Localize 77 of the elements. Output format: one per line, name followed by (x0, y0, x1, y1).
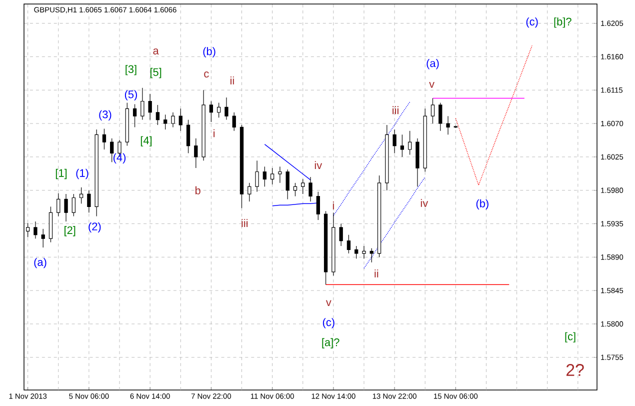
candlestick (362, 246, 366, 259)
annotation: (a) (426, 59, 439, 70)
annotation: ii (230, 76, 234, 84)
annotation: v (429, 82, 434, 88)
candlestick (346, 234, 351, 254)
candlestick (408, 130, 412, 155)
candlestick (392, 129, 396, 154)
candlestick (354, 246, 358, 259)
candlestick (171, 112, 175, 128)
annotation: (b) (476, 199, 488, 210)
candlestick (164, 114, 168, 130)
annotation: iv (420, 198, 428, 207)
candlestick (293, 182, 298, 197)
candlestick (286, 169, 290, 200)
candlestick (255, 160, 259, 192)
candlestick (232, 112, 236, 132)
annotation: i (214, 129, 215, 138)
annotation: (b) (203, 47, 216, 58)
candlestick (110, 138, 114, 162)
annotation: ii (374, 269, 378, 278)
candlestick (339, 223, 343, 246)
candlestick (34, 221, 38, 239)
annotation: iv (314, 161, 322, 170)
annotation: v (326, 300, 332, 306)
candlestick (178, 108, 182, 132)
candlestick (64, 194, 68, 222)
candlestick (87, 190, 91, 213)
annotation: [1] (56, 168, 67, 180)
annotation: 2? (566, 364, 584, 376)
annotation: i (332, 201, 334, 210)
annotation: (5) (124, 90, 137, 100)
candlestick (278, 166, 282, 184)
annotation: [3] (126, 64, 136, 76)
candlestick (56, 192, 60, 217)
annotation: b (195, 186, 200, 194)
annotation: [2] (64, 226, 76, 236)
annotation: (3) (99, 110, 112, 120)
annotation: (1) (76, 168, 88, 180)
candlestick (262, 166, 266, 187)
candlestick (26, 222, 30, 238)
annotation: (c) (322, 318, 334, 328)
annotation: iii (242, 219, 248, 227)
candlestick (102, 128, 106, 150)
annotation: (c) (526, 17, 538, 28)
annotation: [4] (140, 136, 152, 146)
candlestick (41, 228, 45, 248)
candlestick (72, 194, 76, 217)
candlestick (148, 94, 152, 120)
candlestick (430, 98, 435, 124)
candlestick (308, 176, 312, 202)
annotation: (4) (113, 153, 126, 164)
candlestick (217, 102, 221, 118)
candlestick (270, 168, 274, 185)
candlestick (446, 116, 450, 135)
annotation: [c] (565, 332, 576, 342)
candlestick (400, 134, 404, 158)
line-series (333, 102, 410, 216)
annotation: (a) (34, 258, 46, 268)
candlestick (79, 187, 84, 204)
candlestick (224, 97, 228, 120)
candlestick (301, 178, 305, 194)
candlestick (140, 88, 144, 120)
candlestick (209, 100, 214, 122)
annotation: iii (392, 106, 398, 114)
candlestick (194, 138, 198, 168)
annotation: [a]? (322, 338, 340, 348)
annotation: [b]? (554, 17, 572, 28)
annotation: (2) (88, 222, 101, 233)
candlestick (156, 104, 160, 126)
annotation: [5] (150, 68, 162, 78)
candlestick (132, 104, 137, 128)
candlestick (438, 102, 442, 132)
candlestick (248, 182, 252, 202)
annotation: a (153, 48, 159, 55)
candlestick (186, 119, 190, 154)
annotation: c (204, 72, 209, 78)
candlestick (316, 192, 320, 220)
